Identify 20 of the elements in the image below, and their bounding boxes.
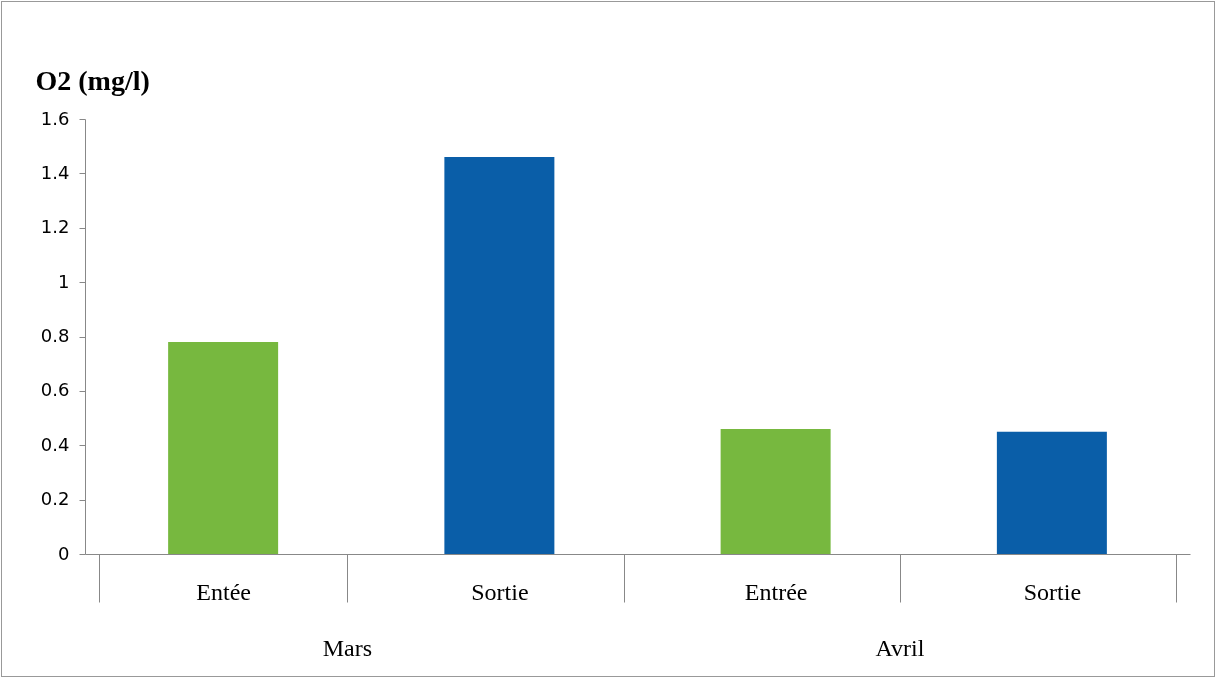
bar — [720, 428, 831, 554]
bar — [444, 157, 555, 554]
y-tick-label: 0.6 — [40, 379, 70, 401]
bar — [168, 341, 279, 554]
y-tick-label: 1.6 — [40, 107, 70, 129]
x-tick-label: Sortie — [471, 578, 529, 605]
y-tick-label: 1.4 — [40, 161, 70, 183]
text: Avril — [875, 635, 925, 661]
y-tick-label: 1 — [58, 270, 70, 292]
y-tick-label: 0.8 — [40, 325, 70, 346]
y-tick-label: 0 — [58, 542, 70, 564]
x-tick-label: Entée — [196, 578, 251, 605]
y-axis-title: O2 (mg/l) — [35, 64, 150, 96]
x-tick-label: Entrée — [744, 578, 808, 605]
x-tick-label: Sortie — [1023, 578, 1082, 605]
bar — [996, 431, 1107, 554]
y-tick-label: 0.2 — [40, 488, 70, 510]
y-tick-label: 1.2 — [40, 216, 70, 238]
text: Mars — [322, 635, 373, 661]
y-tick-label: 0.4 — [40, 433, 70, 455]
